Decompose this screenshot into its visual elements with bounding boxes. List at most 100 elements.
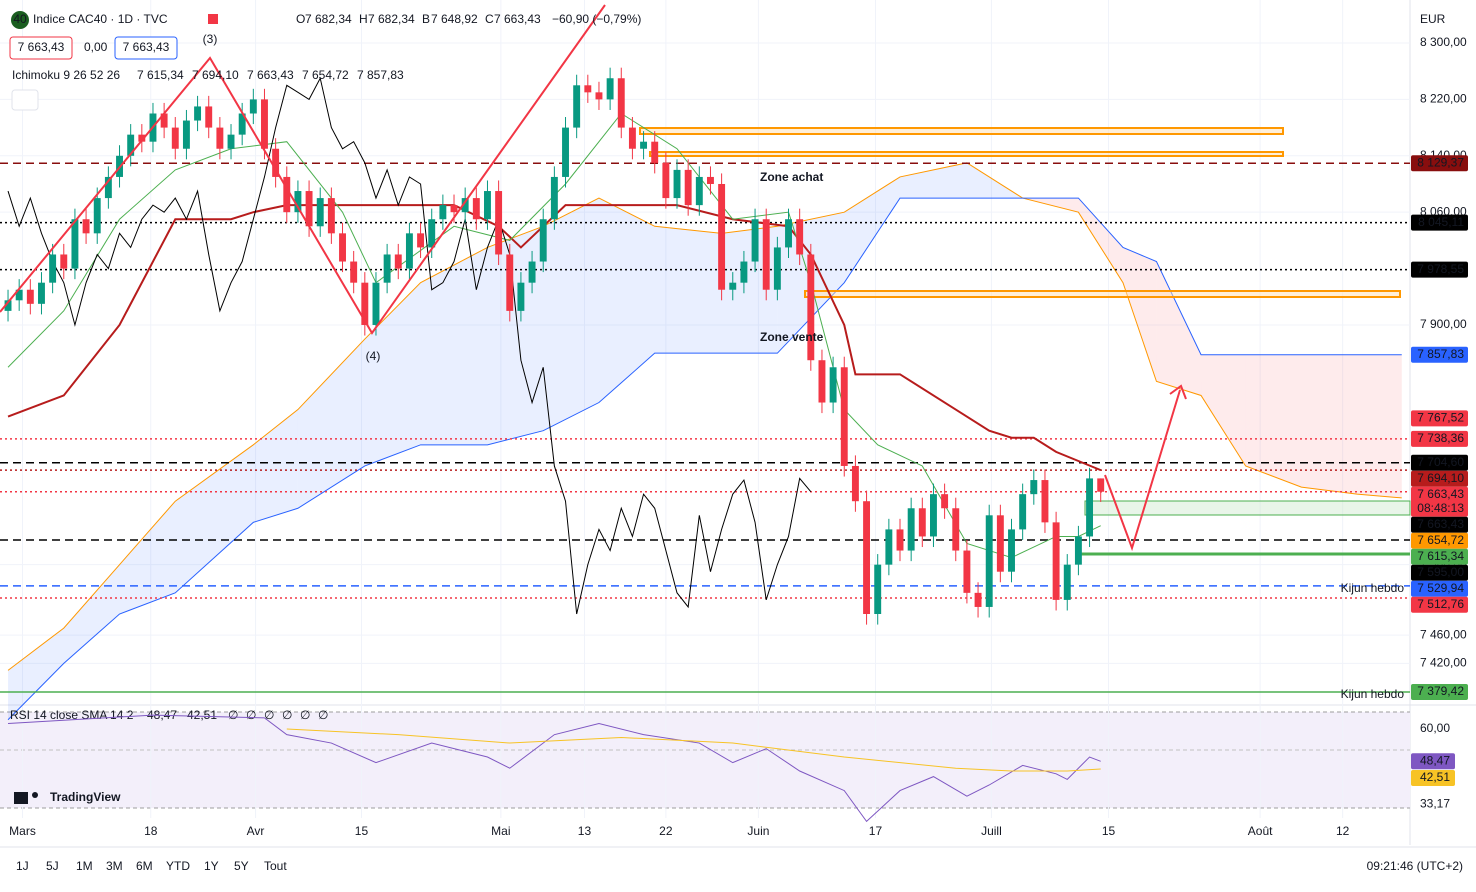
cloud-fill (844, 176, 901, 283)
cloud-span (7, 197, 1402, 721)
candle-body (840, 367, 848, 466)
arrow-head (1169, 384, 1187, 400)
x-tick-label: Juin (747, 824, 769, 838)
rsi-line (286, 728, 1101, 772)
rsi-legend-icon[interactable]: ∅ (264, 708, 274, 722)
price-label: 7 654,72 (1417, 533, 1464, 547)
candle-body (562, 127, 569, 177)
annotation: (3) (203, 32, 218, 46)
price-label-box (1411, 580, 1468, 597)
currency[interactable]: EUR (1420, 12, 1446, 26)
candle-body (718, 183, 726, 290)
ohlc-item: H (359, 12, 368, 26)
candle-body (1063, 564, 1071, 600)
candle-body (974, 592, 982, 607)
candle-body (1030, 480, 1038, 495)
price-label: 7 512,76 (1417, 597, 1464, 611)
price-label: 7 379,42 (1417, 684, 1464, 698)
rsi-legend-icon[interactable]: ∅ (228, 708, 238, 722)
candle-body (785, 219, 792, 248)
candle-body (707, 176, 714, 184)
price-label-box (1411, 532, 1468, 549)
rsi-band (0, 712, 1410, 808)
price-box-text[interactable]: 7 663,43 (18, 40, 65, 54)
candle-body (918, 508, 926, 537)
level-note: Kijun hebdo (1341, 687, 1405, 701)
price-label-box (1411, 410, 1468, 427)
price-label-box (1411, 214, 1468, 231)
indicator-line (7, 204, 1102, 472)
y-tick-label: 8 300,00 (1420, 35, 1467, 49)
symbol-badge-text: 40 (13, 12, 27, 26)
candle-body (417, 233, 425, 248)
candle-body (495, 191, 503, 255)
range-button[interactable]: 3M (106, 859, 123, 873)
rsi-legend-icon[interactable]: ∅ (300, 708, 310, 722)
candle-body (272, 148, 280, 177)
candle-body (216, 127, 224, 149)
rsi-legend-icon[interactable]: ∅ (246, 708, 256, 722)
candle-body (517, 282, 525, 311)
range-button[interactable]: 1J (16, 859, 29, 873)
candle-body (896, 529, 904, 551)
cloud-fill (900, 162, 967, 199)
candle-body (941, 494, 949, 509)
collapse-button[interactable] (11, 89, 39, 111)
price-label: 7 694,10 (1417, 471, 1464, 485)
x-tick-label: 15 (1102, 824, 1116, 838)
range-button[interactable]: 5Y (234, 859, 249, 873)
x-tick-label: 17 (869, 824, 883, 838)
cloud-fill (1357, 354, 1402, 498)
symbol-badge (11, 11, 29, 29)
candle-body (38, 282, 45, 304)
candle-body (160, 113, 168, 128)
logo-mark (32, 792, 38, 798)
rsi-tick-label: 60,00 (1420, 721, 1450, 735)
cloud-fill (487, 226, 544, 445)
candle-body (394, 254, 402, 269)
candle-body (985, 515, 993, 607)
range-button[interactable]: YTD (166, 859, 190, 873)
price-box-text[interactable]: 7 663,43 (123, 40, 170, 54)
candle-body (127, 134, 135, 156)
candle-body (963, 550, 971, 593)
range-button[interactable]: 5J (46, 859, 59, 873)
cloud-fill (63, 564, 120, 664)
flag (208, 14, 218, 24)
projection-drawing (1104, 389, 1181, 552)
candle-body (450, 205, 458, 213)
candle-body (762, 219, 770, 290)
cloud-fill (420, 247, 488, 445)
rsi-legend-icon[interactable]: ∅ (318, 708, 328, 722)
ohlc-item: B (422, 12, 430, 26)
candle-body (171, 127, 179, 149)
price-label: 7 595,00 (1417, 565, 1464, 579)
candle-body (49, 254, 57, 283)
price-label-box (1411, 548, 1468, 565)
range-button[interactable]: 1M (76, 859, 93, 873)
price-label: 7 738,36 (1417, 431, 1464, 445)
zone (804, 290, 1401, 298)
candle-body (952, 508, 960, 551)
ohlc-item: O (296, 12, 305, 26)
candle-body (71, 219, 79, 269)
range-button[interactable]: 1Y (204, 859, 219, 873)
candle-body (584, 85, 592, 93)
price-label-box (1411, 470, 1468, 487)
cloud-fill (1245, 354, 1302, 488)
cloud-fill (1123, 247, 1157, 382)
candle-body (528, 261, 536, 283)
range-button[interactable]: Tout (264, 859, 287, 873)
rsi-value-label: 42,51 (1420, 770, 1450, 784)
candle-body (1019, 494, 1027, 530)
ohlc-item: 7 663,43 (494, 12, 541, 26)
candle-body (640, 141, 648, 149)
rsi-legend-icon[interactable]: ∅ (282, 708, 292, 722)
x-tick-label: 15 (355, 824, 369, 838)
candle-body (327, 198, 335, 234)
symbol-title[interactable]: Indice CAC40 · 1D · TVC (33, 12, 168, 26)
candle-body (60, 254, 68, 269)
candle-body (383, 254, 391, 283)
range-button[interactable]: 6M (136, 859, 153, 873)
